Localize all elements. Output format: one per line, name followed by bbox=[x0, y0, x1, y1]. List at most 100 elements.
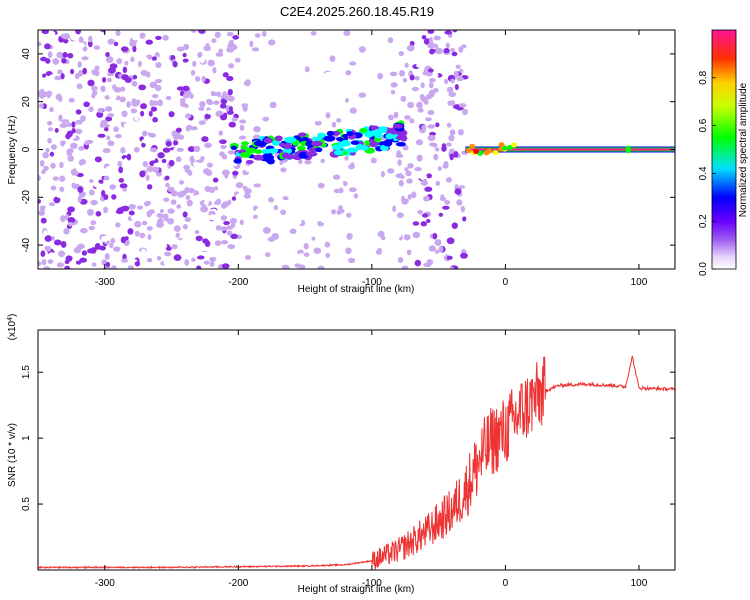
heatmap-cell bbox=[40, 180, 46, 187]
heatmap-cell bbox=[333, 149, 344, 156]
heatmap-cell bbox=[146, 165, 154, 173]
heatmap-cell bbox=[294, 263, 302, 268]
heatmap-cell bbox=[62, 38, 69, 44]
heatmap-cell bbox=[67, 216, 76, 224]
heatmap-cell bbox=[268, 39, 276, 46]
heatmap-cell bbox=[66, 130, 73, 138]
heatmap-cell bbox=[320, 158, 325, 164]
heatmap-cell bbox=[62, 33, 71, 40]
heatmap-cell bbox=[80, 115, 86, 122]
heatmap-cells bbox=[38, 30, 675, 269]
heatmap-cell bbox=[483, 150, 490, 156]
heatmap-cell bbox=[192, 60, 197, 67]
heatmap-cell bbox=[126, 153, 132, 161]
heatmap-cell bbox=[311, 140, 323, 147]
heatmap-cell bbox=[83, 101, 91, 108]
heatmap-cell bbox=[113, 41, 119, 47]
heatmap-cell bbox=[244, 188, 252, 195]
heatmap-cell bbox=[462, 216, 467, 222]
heatmap-cell bbox=[430, 119, 437, 124]
heatmap-cell bbox=[271, 140, 281, 146]
heatmap-cell bbox=[240, 145, 248, 151]
heatmap-cell bbox=[141, 248, 146, 254]
heatmap-cell bbox=[66, 47, 74, 54]
heatmap-cell bbox=[125, 177, 132, 183]
heatmap-cell bbox=[406, 178, 413, 184]
heatmap-cell bbox=[78, 142, 84, 147]
heatmap-cell bbox=[175, 127, 182, 133]
heatmap-cell bbox=[175, 232, 180, 238]
heatmap-cell bbox=[469, 143, 476, 149]
spectrogram-y-label: Frequency (Hz) bbox=[7, 116, 18, 185]
heatmap-cell bbox=[133, 146, 140, 153]
heatmap-cell bbox=[313, 114, 320, 120]
heatmap-cell bbox=[46, 121, 53, 126]
heatmap-cell bbox=[443, 109, 450, 115]
heatmap-cell bbox=[439, 196, 447, 202]
heatmap-cell bbox=[221, 263, 230, 269]
heatmap-cell bbox=[416, 101, 423, 109]
heatmap-cell bbox=[204, 113, 211, 120]
heatmap-cell bbox=[94, 65, 100, 71]
heatmap-cell bbox=[310, 30, 317, 36]
snr-xtick-label: -300 bbox=[95, 578, 115, 589]
heatmap-cell bbox=[91, 85, 98, 91]
heatmap-cell bbox=[224, 95, 233, 101]
heatmap-cell bbox=[96, 111, 104, 118]
heatmap-cell bbox=[303, 252, 310, 257]
heatmap-cell bbox=[380, 235, 386, 241]
heatmap-cell bbox=[170, 54, 176, 61]
heatmap-cell bbox=[129, 39, 137, 47]
heatmap-cell bbox=[171, 244, 178, 250]
colorbar: 0.0 0.2 0.4 0.6 0.8 Normalized spectral ampl… bbox=[698, 29, 749, 276]
heatmap-cell bbox=[321, 209, 328, 214]
heatmap-cell bbox=[331, 209, 337, 215]
heatmap-cell bbox=[59, 123, 68, 128]
heatmap-cell bbox=[208, 186, 215, 193]
heatmap-cell bbox=[428, 42, 436, 47]
heatmap-cell bbox=[243, 193, 251, 199]
heatmap-cell bbox=[104, 95, 111, 100]
heatmap-cell bbox=[94, 242, 101, 250]
heatmap-cell bbox=[80, 158, 87, 165]
heatmap-cell bbox=[145, 200, 151, 206]
heatmap-cell bbox=[152, 116, 158, 123]
heatmap-cell bbox=[357, 99, 363, 104]
heatmap-cell bbox=[179, 180, 184, 185]
heatmap-cell bbox=[102, 148, 111, 154]
heatmap-cell bbox=[263, 137, 273, 144]
heatmap-cell bbox=[184, 259, 190, 266]
heatmap-cell bbox=[434, 43, 439, 49]
heatmap-cell bbox=[177, 191, 185, 198]
heatmap-cell bbox=[242, 65, 249, 72]
heatmap-cell bbox=[250, 93, 258, 100]
heatmap-cell bbox=[167, 208, 175, 214]
heatmap-cell bbox=[142, 160, 149, 168]
heatmap-cell bbox=[446, 237, 455, 245]
heatmap-cell bbox=[75, 109, 82, 115]
heatmap-cell bbox=[330, 92, 335, 98]
heatmap-cell bbox=[203, 260, 210, 265]
heatmap-cell bbox=[90, 220, 97, 226]
spectrogram-x-label: Height of straight line (km) bbox=[298, 284, 415, 295]
heatmap-cell bbox=[245, 147, 257, 154]
heatmap-cell bbox=[47, 137, 52, 144]
heatmap-cell bbox=[182, 58, 189, 63]
heatmap-cell bbox=[129, 257, 135, 265]
heatmap-cell bbox=[90, 199, 98, 206]
heatmap-cell bbox=[345, 247, 352, 255]
heatmap-cell bbox=[377, 72, 384, 80]
heatmap-cell bbox=[461, 44, 467, 49]
heatmap-cell bbox=[320, 217, 328, 224]
heatmap-cell bbox=[182, 85, 190, 92]
heatmap-cell bbox=[183, 43, 190, 51]
heatmap-cell bbox=[120, 258, 129, 263]
heatmap-cell bbox=[104, 253, 110, 260]
heatmap-cell bbox=[154, 197, 162, 205]
heatmap-cell bbox=[377, 247, 382, 253]
heatmap-cell bbox=[165, 225, 174, 232]
heatmap-cell bbox=[157, 143, 165, 149]
snr-xtick-label: 100 bbox=[631, 578, 648, 589]
heatmap-cell bbox=[458, 46, 464, 53]
heatmap-cell bbox=[445, 42, 450, 49]
